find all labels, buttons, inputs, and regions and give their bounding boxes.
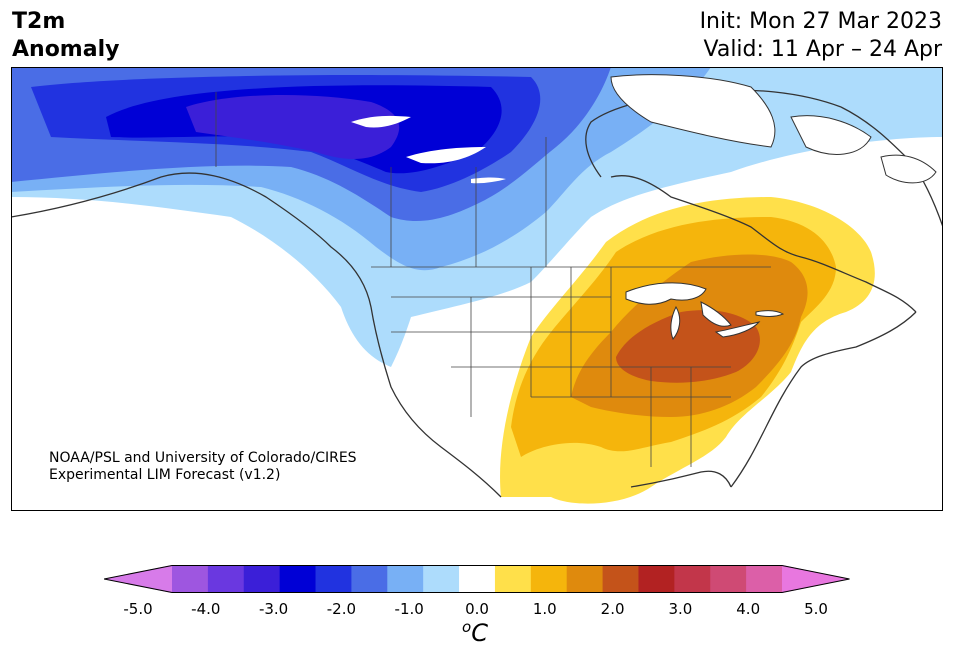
unit-superscript: o xyxy=(462,618,472,636)
colorbar-swatch xyxy=(674,565,711,593)
colorbar-tick-label: -1.0 xyxy=(394,600,424,618)
anomaly-region-warm-4 xyxy=(616,310,760,383)
colorbar-tick-label: -2.0 xyxy=(326,600,357,618)
title-line-2: Anomaly xyxy=(12,37,120,62)
colorbar-swatch xyxy=(638,565,675,593)
arctic-islands xyxy=(610,74,937,184)
unit-label: C xyxy=(471,619,488,647)
colorbar-swatch xyxy=(387,565,424,593)
colorbar-outline xyxy=(104,565,850,593)
credit-text: NOAA/PSL and University of Colorado/CIRE… xyxy=(49,450,357,484)
colorbar-extend-high xyxy=(782,565,850,593)
colorbar-swatch xyxy=(494,565,532,593)
colorbar-swatch xyxy=(207,565,245,593)
map-title: T2m Anomaly xyxy=(12,8,119,64)
colorbar-swatch xyxy=(746,565,783,593)
colorbar-tick-label: 4.0 xyxy=(736,600,761,618)
colorbar-tick-label: 0.0 xyxy=(465,600,489,618)
map-frame xyxy=(11,67,943,511)
colorbar-unit: oC xyxy=(462,618,488,647)
credit-line-2: Experimental LIM Forecast (v1.2) xyxy=(49,467,281,483)
colorbar-swatch xyxy=(566,565,604,593)
state-province-borders xyxy=(215,92,771,467)
colorbar-swatches xyxy=(172,565,783,593)
colorbar-tick-label: 3.0 xyxy=(668,600,693,618)
credit-line-1: NOAA/PSL and University of Colorado/CIRE… xyxy=(49,450,357,466)
colorbar-tick-label: -3.0 xyxy=(258,600,289,618)
colorbar-swatch xyxy=(172,565,209,593)
colorbar-swatch xyxy=(315,565,353,593)
map-canvas xyxy=(11,67,943,511)
colorbar-tick-label: 2.0 xyxy=(600,600,625,618)
anomaly-map xyxy=(11,67,943,511)
colorbar-swatch xyxy=(423,565,460,593)
colorbar-swatch xyxy=(710,565,747,593)
title-line-1: T2m xyxy=(12,9,66,34)
great-lakes xyxy=(625,282,785,340)
colorbar-swatch xyxy=(243,565,281,593)
forecast-dates: Init: Mon 27 Mar 2023 Valid: 11 Apr – 24… xyxy=(700,8,942,64)
colorbar-extend-low xyxy=(104,565,172,593)
colorbar-swatch xyxy=(279,565,317,593)
colorbar xyxy=(104,565,850,593)
anomaly-region-cold-6 xyxy=(186,95,400,159)
valid-date: Valid: 11 Apr – 24 Apr xyxy=(703,37,943,62)
colorbar-swatch xyxy=(530,565,568,593)
northern-lakes xyxy=(351,115,506,184)
colorbar-tick-label: -4.0 xyxy=(191,600,221,618)
init-date: Init: Mon 27 Mar 2023 xyxy=(699,9,942,34)
colorbar-tick-label: -5.0 xyxy=(123,600,153,618)
colorbar-tick-label: 5.0 xyxy=(804,600,828,618)
colorbar-tick-label: 1.0 xyxy=(532,600,557,618)
colorbar-swatch xyxy=(602,565,640,593)
colorbar-tick-labels: -5.0 -4.0 -3.0 -2.0 -1.0 0.0 1.0 2.0 3.0 4.0 5.0 xyxy=(0,600,953,620)
colorbar-swatch xyxy=(459,565,496,593)
colorbar-swatch xyxy=(351,565,388,593)
